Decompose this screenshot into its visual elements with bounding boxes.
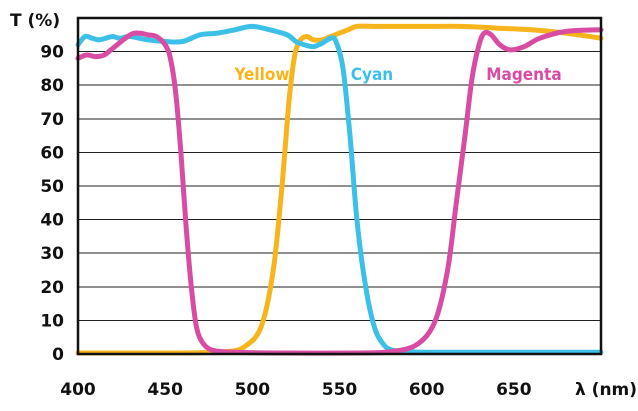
series-label-magenta: Magenta — [486, 65, 561, 85]
x-tick-labels: 400 450 500 550 600 650 — [60, 380, 531, 400]
series-line-yellow — [75, 23, 604, 356]
x-tick-label: 550 — [322, 380, 358, 400]
x-tick-label: 600 — [409, 380, 445, 400]
y-tick-label: 10 — [40, 311, 64, 331]
plot-frame — [76, 16, 603, 356]
y-tick-label: 60 — [40, 143, 64, 163]
x-tick-label: 500 — [235, 380, 271, 400]
y-tick-label: 80 — [40, 76, 64, 96]
x-tick-label: 650 — [496, 380, 532, 400]
y-tick-label: 70 — [40, 110, 64, 130]
y-tick-labels: 0 10 20 30 40 50 60 70 80 90 — [40, 43, 64, 365]
series-label-cyan: Cyan — [351, 65, 393, 85]
y-tick-label: 0 — [52, 345, 64, 365]
series-line-magenta — [75, 27, 604, 356]
y-tick-label: 20 — [40, 278, 64, 298]
series-layer — [75, 23, 604, 356]
y-tick-label: 50 — [40, 177, 64, 197]
x-tick-label: 400 — [60, 380, 96, 400]
series-labels: Yellow Cyan Magenta — [233, 65, 561, 85]
series-label-yellow: Yellow — [233, 65, 289, 85]
series-line-cyan — [75, 23, 604, 355]
x-axis-title: λ (nm) — [575, 380, 637, 400]
y-axis-title: T (%) — [10, 11, 60, 31]
x-tick-label: 450 — [147, 380, 183, 400]
grid-lines — [78, 51, 601, 321]
y-tick-label: 90 — [40, 43, 64, 63]
y-tick-label: 40 — [40, 211, 64, 231]
y-tick-label: 30 — [40, 244, 64, 264]
